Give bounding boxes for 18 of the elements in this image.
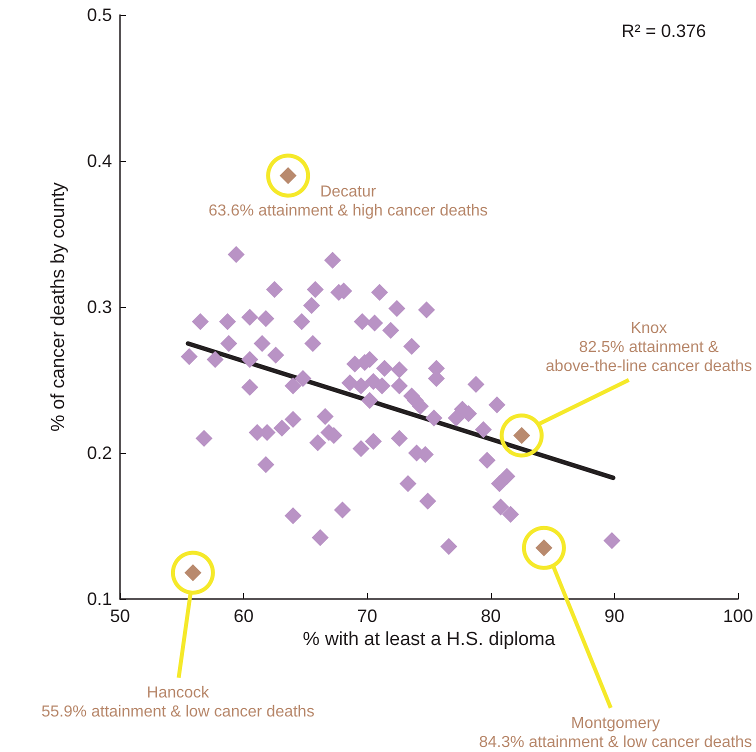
x-tick-label: 70 <box>357 606 378 626</box>
annotation: Decatur 63.6% attainment & high cancer deaths <box>208 184 488 220</box>
y-tick-label: 0.5 <box>86 5 112 25</box>
y-tick-label: 0.1 <box>86 589 112 609</box>
text: Hancock 55.9% attainment & low cancer deaths <box>41 684 314 721</box>
x-tick-label: 60 <box>234 606 254 626</box>
x-tick-label: 90 <box>604 606 624 626</box>
y-tick-label: 0.3 <box>86 297 112 317</box>
x-axis-title: % with at least a H.S. diploma <box>302 628 556 650</box>
y-tick-label: 0.2 <box>86 443 112 463</box>
y-tick-label: 0.4 <box>86 151 112 171</box>
x-tick-label: 100 <box>722 606 754 626</box>
y-axis-title: % of cancer deaths by county <box>48 182 69 432</box>
annotation: Knox 82.5% attainment & above-the-line cancer deaths <box>546 320 752 375</box>
annotation: R² = 0.376 <box>621 21 706 41</box>
text: Montgomery 84.3% attainment & low cancer deaths <box>478 714 752 751</box>
x-tick-label: 50 <box>110 606 130 626</box>
x-tick-label: 80 <box>480 606 501 626</box>
